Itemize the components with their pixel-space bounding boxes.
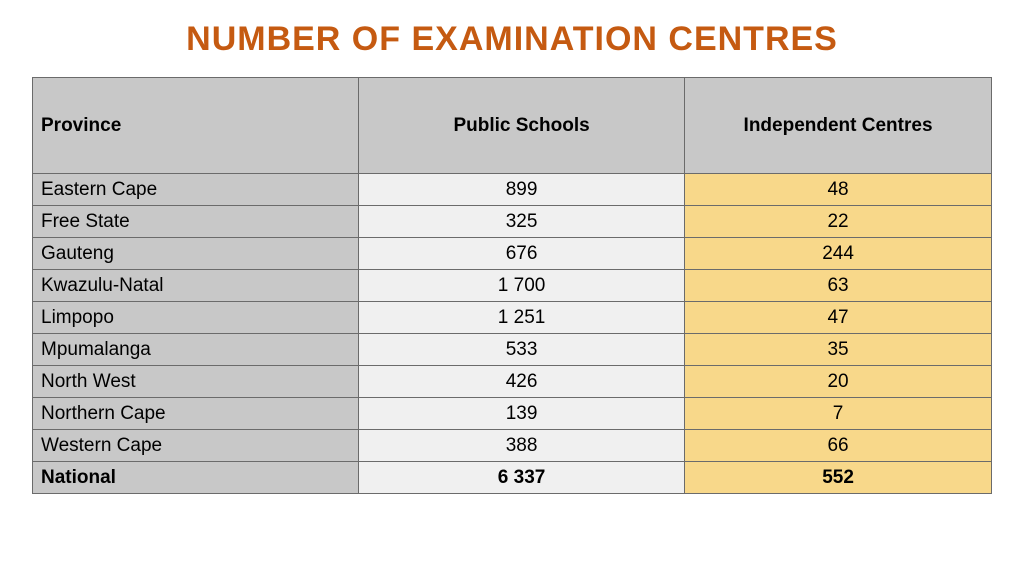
cell-total-independent: 552 xyxy=(685,462,992,494)
cell-province: Northern Cape xyxy=(33,398,359,430)
col-header-province: Province xyxy=(33,78,359,174)
table-total-row: National6 337552 xyxy=(33,462,992,494)
table-row: Free State32522 xyxy=(33,206,992,238)
cell-total-label: National xyxy=(33,462,359,494)
cell-province: Gauteng xyxy=(33,238,359,270)
col-header-public: Public Schools xyxy=(359,78,685,174)
cell-public: 676 xyxy=(359,238,685,270)
cell-province: Free State xyxy=(33,206,359,238)
cell-province: Limpopo xyxy=(33,302,359,334)
cell-independent: 22 xyxy=(685,206,992,238)
cell-province: Western Cape xyxy=(33,430,359,462)
page-title: NUMBER OF EXAMINATION CENTRES xyxy=(32,20,992,59)
cell-public: 325 xyxy=(359,206,685,238)
cell-independent: 48 xyxy=(685,174,992,206)
cell-independent: 66 xyxy=(685,430,992,462)
table-header-row: Province Public Schools Independent Cent… xyxy=(33,78,992,174)
cell-independent: 244 xyxy=(685,238,992,270)
table-row: Kwazulu-Natal1 70063 xyxy=(33,270,992,302)
table-row: Gauteng676244 xyxy=(33,238,992,270)
cell-public: 139 xyxy=(359,398,685,430)
col-header-independent: Independent Centres xyxy=(685,78,992,174)
cell-public: 1 251 xyxy=(359,302,685,334)
cell-independent: 63 xyxy=(685,270,992,302)
table-row: Mpumalanga53335 xyxy=(33,334,992,366)
table-row: Eastern Cape89948 xyxy=(33,174,992,206)
cell-province: Mpumalanga xyxy=(33,334,359,366)
cell-public: 899 xyxy=(359,174,685,206)
cell-independent: 35 xyxy=(685,334,992,366)
cell-public: 426 xyxy=(359,366,685,398)
cell-independent: 47 xyxy=(685,302,992,334)
cell-independent: 20 xyxy=(685,366,992,398)
cell-public: 533 xyxy=(359,334,685,366)
cell-province: Kwazulu-Natal xyxy=(33,270,359,302)
table-row: Western Cape38866 xyxy=(33,430,992,462)
cell-public: 1 700 xyxy=(359,270,685,302)
cell-total-public: 6 337 xyxy=(359,462,685,494)
cell-province: North West xyxy=(33,366,359,398)
table-row: North West42620 xyxy=(33,366,992,398)
cell-public: 388 xyxy=(359,430,685,462)
exam-centres-table: Province Public Schools Independent Cent… xyxy=(32,77,992,494)
cell-province: Eastern Cape xyxy=(33,174,359,206)
table-row: Limpopo1 25147 xyxy=(33,302,992,334)
table-row: Northern Cape1397 xyxy=(33,398,992,430)
cell-independent: 7 xyxy=(685,398,992,430)
